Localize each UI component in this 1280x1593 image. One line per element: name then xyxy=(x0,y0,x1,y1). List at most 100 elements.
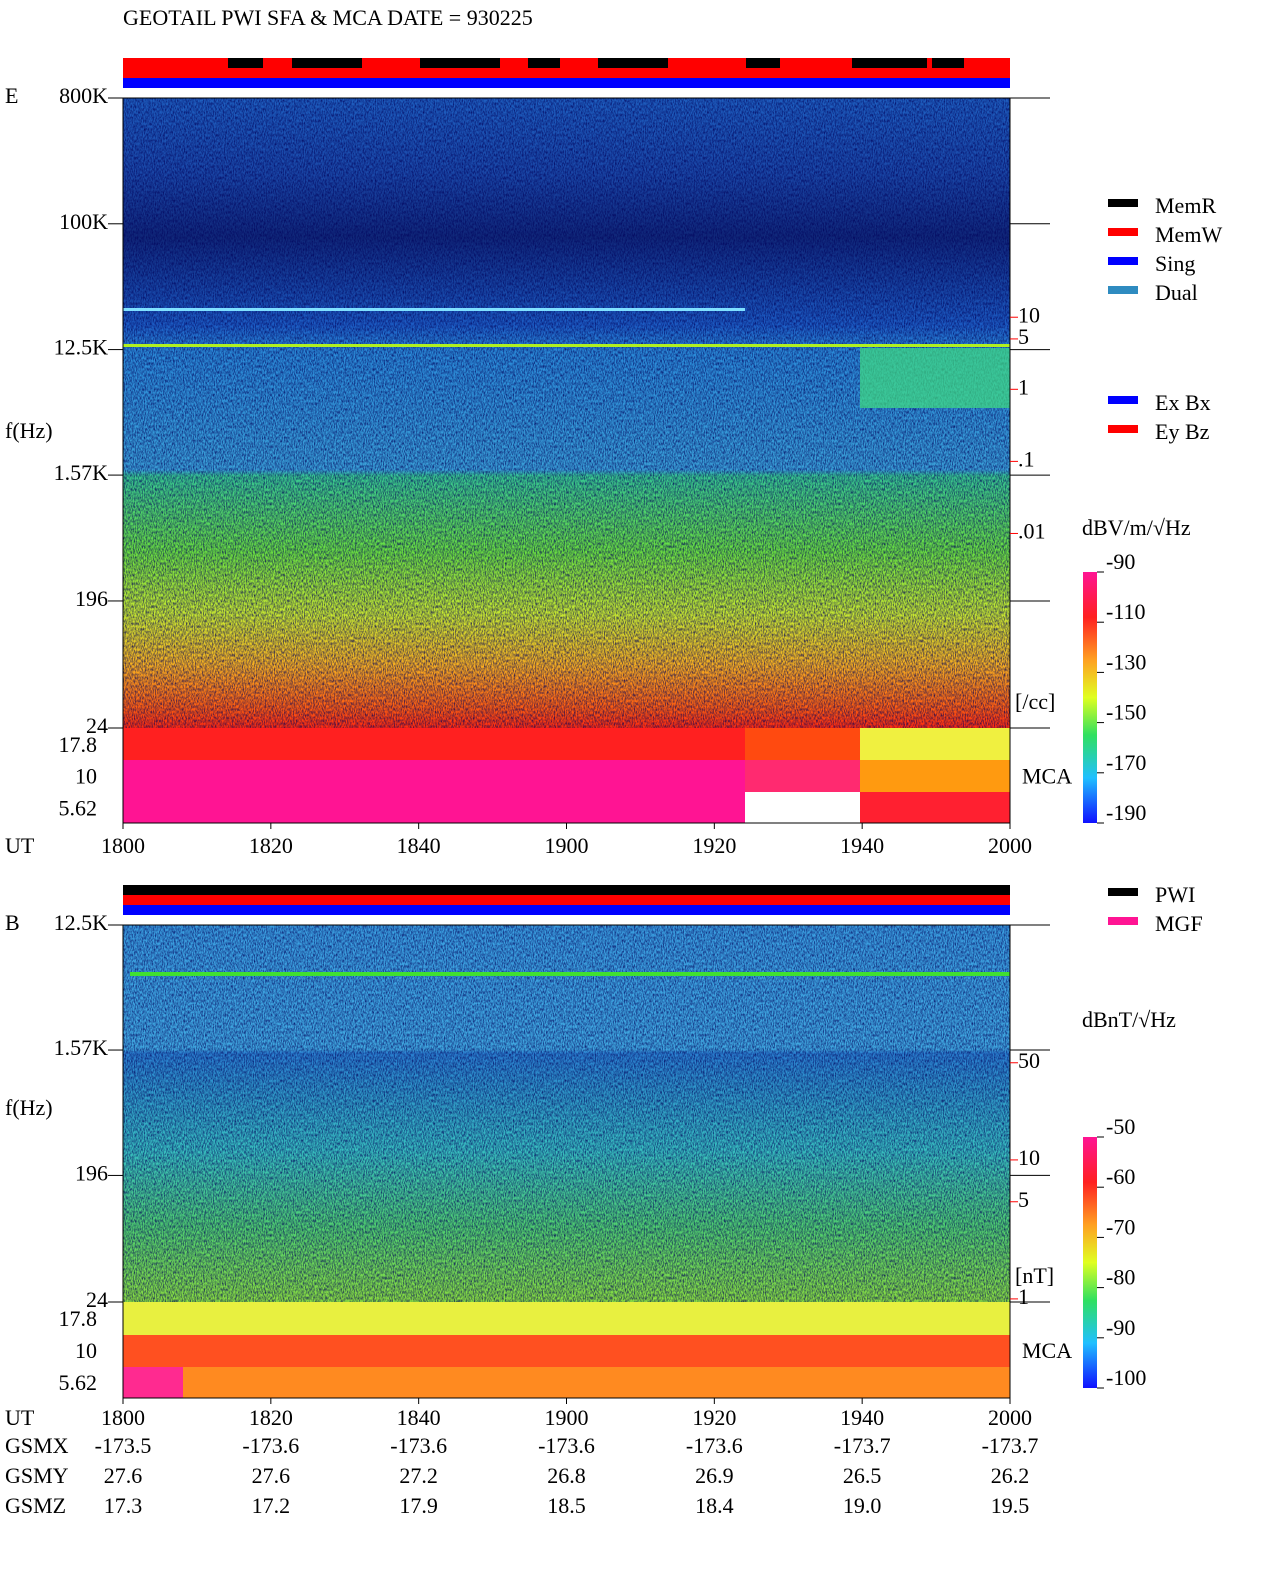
x-tick-label: 1940 xyxy=(840,833,884,858)
orbit-row-label: GSMZ xyxy=(5,1493,66,1518)
x-tick-label: 2000 xyxy=(988,1405,1032,1430)
orbit-value: 17.2 xyxy=(252,1493,291,1518)
panel-label: B xyxy=(5,910,20,935)
orbit-value: -173.6 xyxy=(390,1433,447,1458)
y-axis-label: f(Hz) xyxy=(5,1095,53,1120)
orbit-value: 26.5 xyxy=(843,1463,882,1488)
x-tick-label: 1840 xyxy=(397,1405,441,1430)
x-tick-label: 1820 xyxy=(249,833,293,858)
colorbar-tick-label: -170 xyxy=(1106,750,1146,775)
legend-label: Dual xyxy=(1155,280,1198,305)
y-tick-label: 196 xyxy=(75,586,108,611)
legend-swatch xyxy=(1108,257,1138,265)
y2-tick-label: 10 xyxy=(1018,302,1040,327)
mca-channel-label: 17.8 xyxy=(59,732,98,757)
y2-axis-label: [/cc] xyxy=(1015,689,1055,714)
y2-tick-label: 1 xyxy=(1018,1284,1029,1309)
legend-swatch xyxy=(1108,888,1138,896)
legend-swatch xyxy=(1108,917,1138,925)
x-axis-label: UT xyxy=(5,833,35,858)
colorbar-tick-label: -50 xyxy=(1106,1114,1135,1139)
legend-label: Ey Bz xyxy=(1155,419,1210,444)
colorbar-tick-label: -60 xyxy=(1106,1164,1135,1189)
y-tick-label: 24 xyxy=(86,1287,108,1312)
y-tick-label: 1.57K xyxy=(54,1035,109,1060)
y2-tick-label: 5 xyxy=(1018,1187,1029,1212)
orbit-value: 27.2 xyxy=(399,1463,438,1488)
y2-tick-label: 10 xyxy=(1018,1145,1040,1170)
x-tick-label: 1820 xyxy=(249,1405,293,1430)
y-tick-label: 12.5K xyxy=(54,335,109,360)
y2-tick-label: .01 xyxy=(1018,519,1046,544)
orbit-row-label: GSMX xyxy=(5,1433,69,1458)
colorbar-label: dBV/m/√Hz xyxy=(1082,515,1191,540)
legend-swatch xyxy=(1108,396,1138,404)
legend-swatch xyxy=(1108,199,1138,207)
orbit-value: -173.6 xyxy=(242,1433,299,1458)
colorbar-tick-label: -80 xyxy=(1106,1265,1135,1290)
y-tick-label: 196 xyxy=(75,1160,108,1185)
colorbar-tick-label: -110 xyxy=(1106,599,1146,624)
orbit-value: 18.4 xyxy=(695,1493,734,1518)
orbit-value: 26.9 xyxy=(695,1463,734,1488)
y2-tick-label: .1 xyxy=(1018,446,1035,471)
y2-tick-label: 1 xyxy=(1018,374,1029,399)
x-tick-label: 2000 xyxy=(988,833,1032,858)
x-tick-label: 1900 xyxy=(545,833,589,858)
mca-channel-label: 5.62 xyxy=(59,1370,98,1395)
x-tick-label: 1800 xyxy=(101,1405,145,1430)
legend-swatch xyxy=(1108,286,1138,294)
x-tick-label: 1940 xyxy=(840,1405,884,1430)
legend-label: MemR xyxy=(1155,193,1216,218)
orbit-value: 18.5 xyxy=(547,1493,586,1518)
colorbar-tick-label: -90 xyxy=(1106,549,1135,574)
orbit-value: 26.2 xyxy=(991,1463,1030,1488)
colorbar-tick-label: -70 xyxy=(1106,1214,1135,1239)
orbit-value: 17.9 xyxy=(399,1493,438,1518)
panel-b-image xyxy=(123,885,1010,1398)
legend-label: MemW xyxy=(1155,222,1222,247)
orbit-row-label: GSMY xyxy=(5,1463,69,1488)
orbit-value: -173.6 xyxy=(538,1433,595,1458)
legend-label: MGF xyxy=(1155,911,1203,936)
legend-label: Ex Bx xyxy=(1155,390,1211,415)
x-tick-label: 1800 xyxy=(101,833,145,858)
mca-label: MCA xyxy=(1022,1338,1072,1363)
x-tick-label: 1920 xyxy=(692,833,736,858)
orbit-value: -173.6 xyxy=(686,1433,743,1458)
colorbar-tick-label: -130 xyxy=(1106,649,1146,674)
y2-tick-label: 5 xyxy=(1018,324,1029,349)
colorbar-tick-label: -150 xyxy=(1106,700,1146,725)
orbit-value: 26.8 xyxy=(547,1463,586,1488)
panel-e-image xyxy=(123,58,1010,823)
mca-channel-label: 10 xyxy=(75,1338,97,1363)
mca-channel-label: 17.8 xyxy=(59,1306,98,1331)
x-tick-label: 1900 xyxy=(545,1405,589,1430)
x-tick-label: 1840 xyxy=(397,833,441,858)
orbit-value: -173.7 xyxy=(834,1433,891,1458)
legend-label: Sing xyxy=(1155,251,1195,276)
orbit-value: 19.0 xyxy=(843,1493,882,1518)
x-tick-label: 1920 xyxy=(692,1405,736,1430)
y2-tick-label: 50 xyxy=(1018,1048,1040,1073)
colorbar-tick-label: -190 xyxy=(1106,800,1146,825)
colorbar xyxy=(1083,1137,1097,1388)
y-tick-label: 12.5K xyxy=(54,910,109,935)
colorbar xyxy=(1083,572,1097,823)
title: GEOTAIL PWI SFA & MCA DATE = 930225 xyxy=(123,5,533,30)
panel-label: E xyxy=(5,83,18,108)
orbit-value: -173.5 xyxy=(95,1433,152,1458)
colorbar-tick-label: -90 xyxy=(1106,1315,1135,1340)
orbit-value: 17.3 xyxy=(104,1493,143,1518)
y-tick-label: 24 xyxy=(86,713,108,738)
mca-channel-label: 5.62 xyxy=(59,795,98,820)
colorbar-label: dBnT/√Hz xyxy=(1082,1007,1176,1032)
legend-label: PWI xyxy=(1155,882,1195,907)
mca-channel-label: 10 xyxy=(75,764,97,789)
y2-axis-label: [nT] xyxy=(1015,1263,1054,1288)
legend-swatch xyxy=(1108,425,1138,433)
orbit-value: 27.6 xyxy=(104,1463,143,1488)
mca-label: MCA xyxy=(1022,764,1072,789)
orbit-value: 19.5 xyxy=(991,1493,1030,1518)
